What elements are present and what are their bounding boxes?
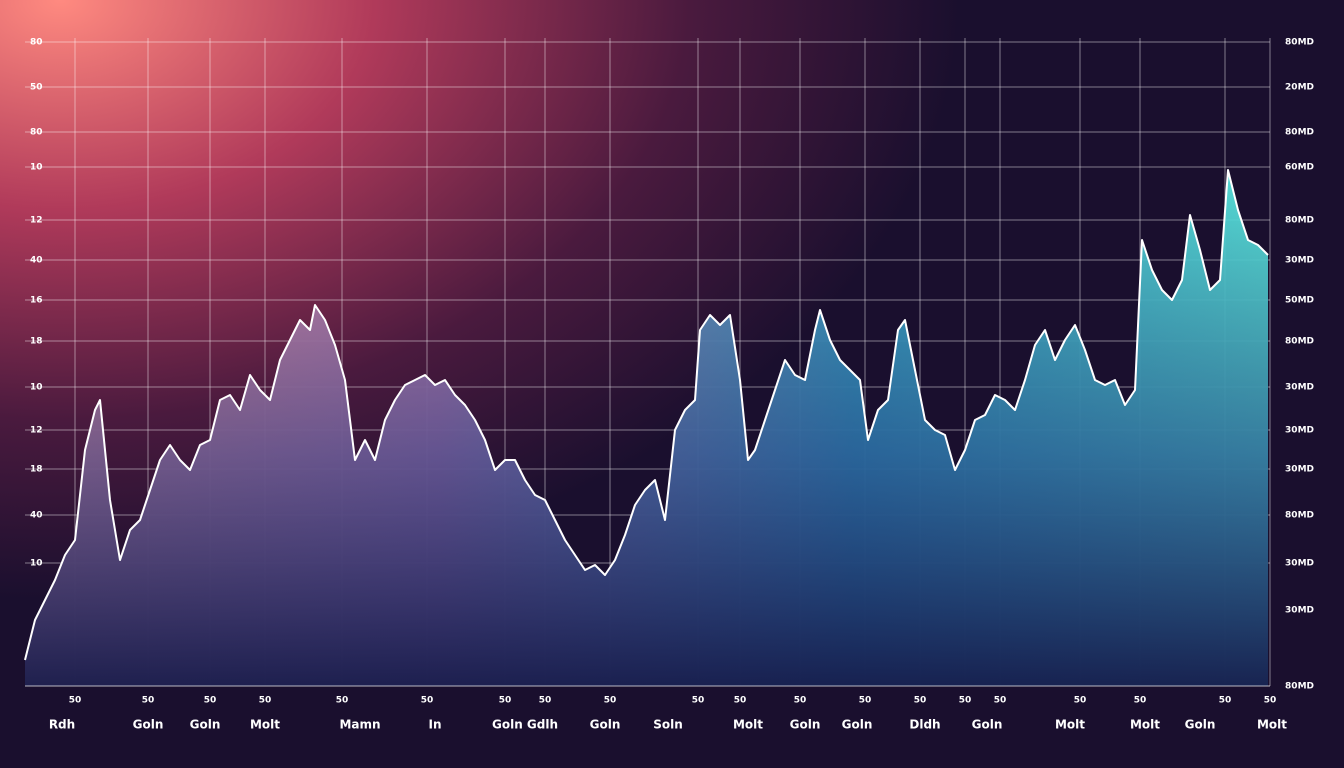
x-tick-label: 50 — [336, 696, 349, 706]
x-tick-label: 50 — [994, 696, 1007, 706]
x-tick-label: 50 — [539, 696, 552, 706]
x-tick-label: 50 — [692, 696, 705, 706]
y2-tick-label: 30MD — [1285, 559, 1314, 569]
y2-tick-label: 30MD — [1285, 383, 1314, 393]
x-category-label: Goln — [790, 718, 821, 732]
y-tick-label: 12 — [30, 426, 43, 436]
x-category-label: Soln — [653, 718, 683, 732]
x-category-label: Goln — [133, 718, 164, 732]
x-tick-label: 50 — [794, 696, 807, 706]
x-category-label: Mamn — [339, 718, 380, 732]
x-tick-label: 50 — [204, 696, 217, 706]
x-tick-label: 50 — [1074, 696, 1087, 706]
x-category-label: Goln — [590, 718, 621, 732]
area-shade — [25, 170, 1268, 686]
x-category-label: Dldh — [909, 718, 940, 732]
y2-tick-label: 30MD — [1285, 426, 1314, 436]
y-tick-label: 80 — [30, 38, 43, 48]
x-category-label: Molt — [250, 718, 280, 732]
x-category-label: Goln — [842, 718, 873, 732]
y2-tick-label: 20MD — [1285, 83, 1314, 93]
y2-tick-label: 80MD — [1285, 511, 1314, 521]
y-tick-label: 40 — [30, 511, 43, 521]
y-tick-label: 10 — [30, 559, 43, 569]
y-tick-label: 50 — [30, 83, 43, 93]
x-tick-label: 50 — [1134, 696, 1147, 706]
x-tick-label: 50 — [859, 696, 872, 706]
y2-tick-label: 80MD — [1285, 216, 1314, 226]
x-tick-label: 50 — [259, 696, 272, 706]
x-tick-label: 50 — [604, 696, 617, 706]
y2-tick-label: 30MD — [1285, 465, 1314, 475]
x-tick-label: 50 — [1219, 696, 1232, 706]
x-category-label: Molt — [1257, 718, 1287, 732]
line — [24, 169, 1269, 661]
y-tick-label: 18 — [30, 337, 43, 347]
x-category-label: Goln — [190, 718, 221, 732]
y-tick-label: 40 — [30, 256, 43, 266]
y2-tick-label: 80MD — [1285, 337, 1314, 347]
y-tick-label: 18 — [30, 465, 43, 475]
x-category-label: Goln — [972, 718, 1003, 732]
x-category-label: Goln — [1185, 718, 1216, 732]
y2-tick-label: 60MD — [1285, 163, 1314, 173]
x-tick-label: 50 — [734, 696, 747, 706]
x-tick-label: 50 — [959, 696, 972, 706]
y2-tick-label: 30MD — [1285, 606, 1314, 616]
y-tick-label: 10 — [30, 163, 43, 173]
x-tick-label: 50 — [421, 696, 434, 706]
x-category-label: Molt — [733, 718, 763, 732]
y-tick-label: 12 — [30, 216, 43, 226]
x-category-label: Goln Gdlh — [492, 718, 558, 732]
x-tick-label: 50 — [499, 696, 512, 706]
y2-tick-label: 30MD — [1285, 256, 1314, 266]
x-tick-label: 50 — [914, 696, 927, 706]
x-tick-label: 50 — [69, 696, 82, 706]
x-category-label: Rdh — [49, 718, 75, 732]
y-tick-label: 80 — [30, 128, 43, 138]
x-category-label: Molt — [1130, 718, 1160, 732]
x-tick-label: 50 — [142, 696, 155, 706]
y-tick-label: 16 — [30, 296, 43, 306]
y-tick-label: 10 — [30, 383, 43, 393]
x-tick-label: 50 — [1264, 696, 1277, 706]
y2-tick-label: 80MD — [1285, 682, 1314, 692]
x-category-label: Molt — [1055, 718, 1085, 732]
y2-tick-label: 80MD — [1285, 128, 1314, 138]
y2-tick-label: 80MD — [1285, 38, 1314, 48]
x-category-label: In — [428, 718, 441, 732]
y2-tick-label: 50MD — [1285, 296, 1314, 306]
